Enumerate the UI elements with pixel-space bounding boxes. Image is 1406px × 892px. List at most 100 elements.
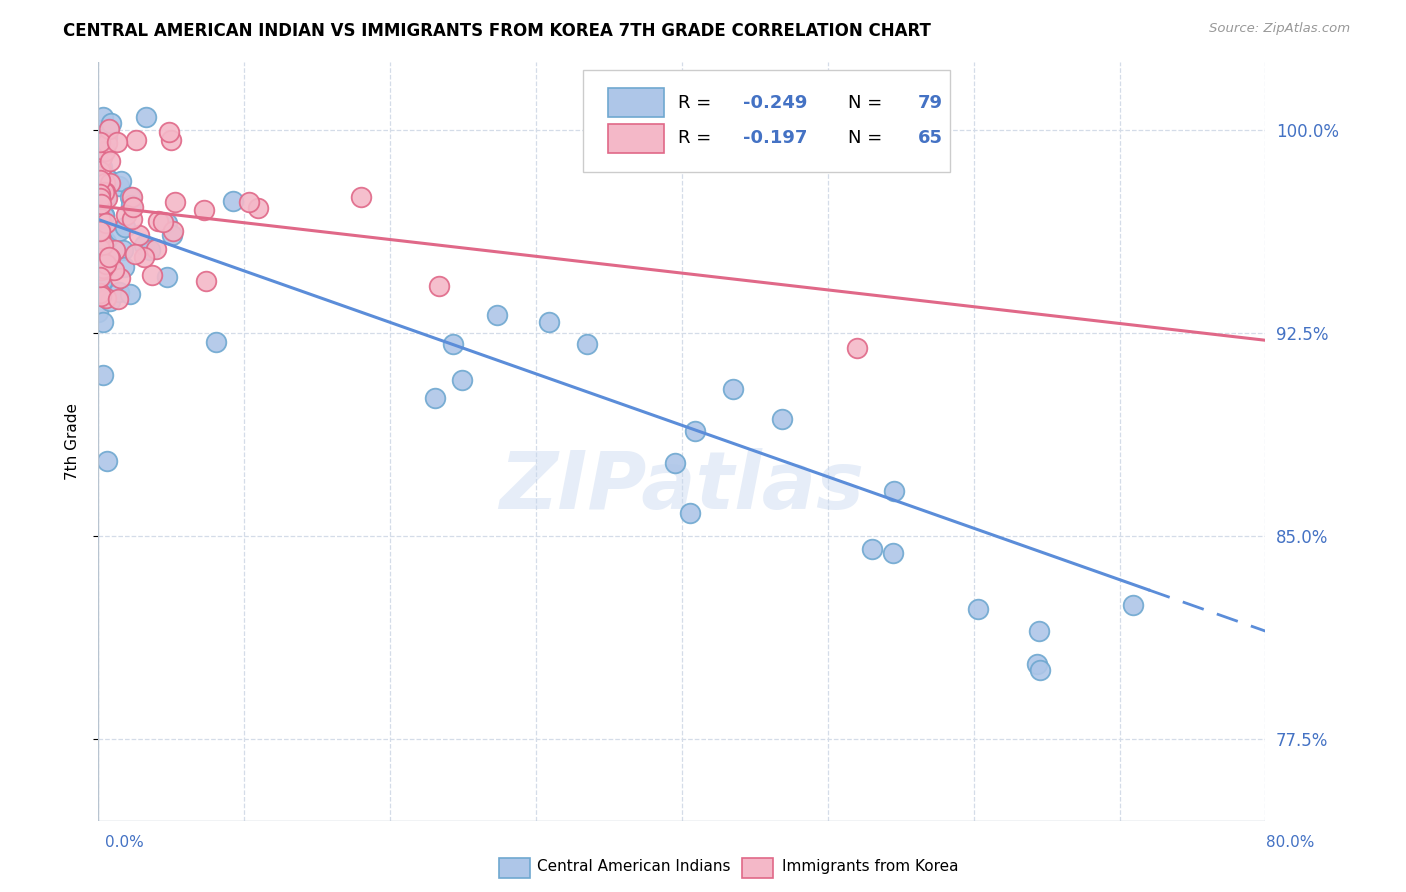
Point — [664, 456, 686, 470]
Point — [89, 173, 111, 187]
FancyBboxPatch shape — [609, 88, 665, 117]
Point — [429, 278, 451, 293]
Point — [98, 154, 121, 169]
Point — [89, 229, 111, 244]
Point — [165, 195, 187, 210]
Point — [90, 197, 112, 211]
Point — [846, 342, 869, 356]
Point — [98, 176, 121, 190]
Point — [162, 224, 184, 238]
Point — [90, 289, 112, 303]
Point — [124, 246, 146, 260]
Point — [721, 382, 744, 396]
Point — [87, 163, 110, 178]
Point — [122, 200, 145, 214]
Point — [141, 268, 163, 283]
Point — [882, 546, 904, 560]
Point — [96, 191, 118, 205]
Text: -0.249: -0.249 — [742, 94, 807, 112]
Point — [486, 308, 509, 322]
Point — [679, 506, 702, 520]
Point — [89, 269, 111, 284]
Point — [770, 412, 793, 426]
Point — [91, 260, 114, 275]
Point — [114, 219, 136, 234]
Point — [132, 237, 155, 252]
Point — [155, 270, 177, 285]
Point — [91, 232, 114, 246]
Point — [246, 201, 269, 215]
Point — [98, 173, 121, 187]
Point — [152, 215, 174, 229]
Point — [100, 116, 122, 130]
Point — [89, 211, 111, 226]
Point — [94, 188, 117, 202]
Text: 80.0%: 80.0% — [1267, 836, 1315, 850]
Point — [90, 150, 112, 164]
Point — [91, 237, 114, 252]
Point — [98, 251, 121, 265]
Point — [108, 179, 131, 194]
Point — [91, 160, 114, 174]
Point — [883, 484, 905, 499]
Point — [451, 373, 474, 387]
Point — [87, 153, 110, 167]
Point — [91, 237, 114, 252]
Point — [89, 210, 111, 224]
Point — [94, 169, 117, 184]
Point — [238, 194, 260, 209]
Point — [193, 203, 215, 218]
Point — [683, 424, 706, 438]
Point — [162, 227, 184, 242]
Point — [145, 242, 167, 256]
Point — [87, 246, 110, 260]
FancyBboxPatch shape — [582, 70, 950, 172]
Text: 79: 79 — [918, 94, 942, 112]
Point — [89, 268, 111, 283]
Text: Central American Indians: Central American Indians — [537, 859, 731, 873]
Point — [118, 190, 141, 204]
Point — [87, 162, 110, 177]
Point — [89, 175, 111, 189]
Point — [97, 250, 120, 264]
Point — [125, 132, 148, 146]
Point — [222, 194, 245, 208]
Text: CENTRAL AMERICAN INDIAN VS IMMIGRANTS FROM KOREA 7TH GRADE CORRELATION CHART: CENTRAL AMERICAN INDIAN VS IMMIGRANTS FR… — [63, 22, 931, 40]
Point — [1028, 624, 1050, 638]
Point — [93, 110, 115, 124]
Point — [138, 243, 160, 257]
Point — [104, 243, 127, 257]
Text: N =: N = — [848, 129, 887, 147]
Text: 0.0%: 0.0% — [105, 836, 145, 850]
Point — [105, 135, 128, 149]
Point — [89, 223, 111, 237]
Point — [97, 122, 120, 136]
Text: Source: ZipAtlas.com: Source: ZipAtlas.com — [1209, 22, 1350, 36]
Point — [87, 244, 110, 259]
Point — [108, 271, 131, 285]
Point — [93, 177, 115, 191]
Point — [423, 391, 446, 405]
Point — [89, 135, 111, 149]
Point — [87, 268, 110, 283]
Point — [87, 235, 110, 249]
Point — [1029, 663, 1052, 677]
Point — [89, 164, 111, 178]
Point — [90, 262, 112, 277]
Point — [108, 285, 131, 299]
Point — [94, 257, 117, 271]
Point — [114, 209, 136, 223]
Point — [87, 235, 110, 249]
Point — [89, 224, 111, 238]
Point — [96, 254, 118, 268]
Text: N =: N = — [848, 94, 887, 112]
Point — [205, 334, 228, 349]
FancyBboxPatch shape — [609, 124, 665, 153]
Point — [112, 243, 135, 257]
Point — [87, 134, 110, 148]
Point — [118, 287, 141, 301]
Point — [128, 227, 150, 242]
Point — [96, 136, 118, 150]
Point — [89, 211, 111, 225]
Point — [98, 293, 121, 308]
